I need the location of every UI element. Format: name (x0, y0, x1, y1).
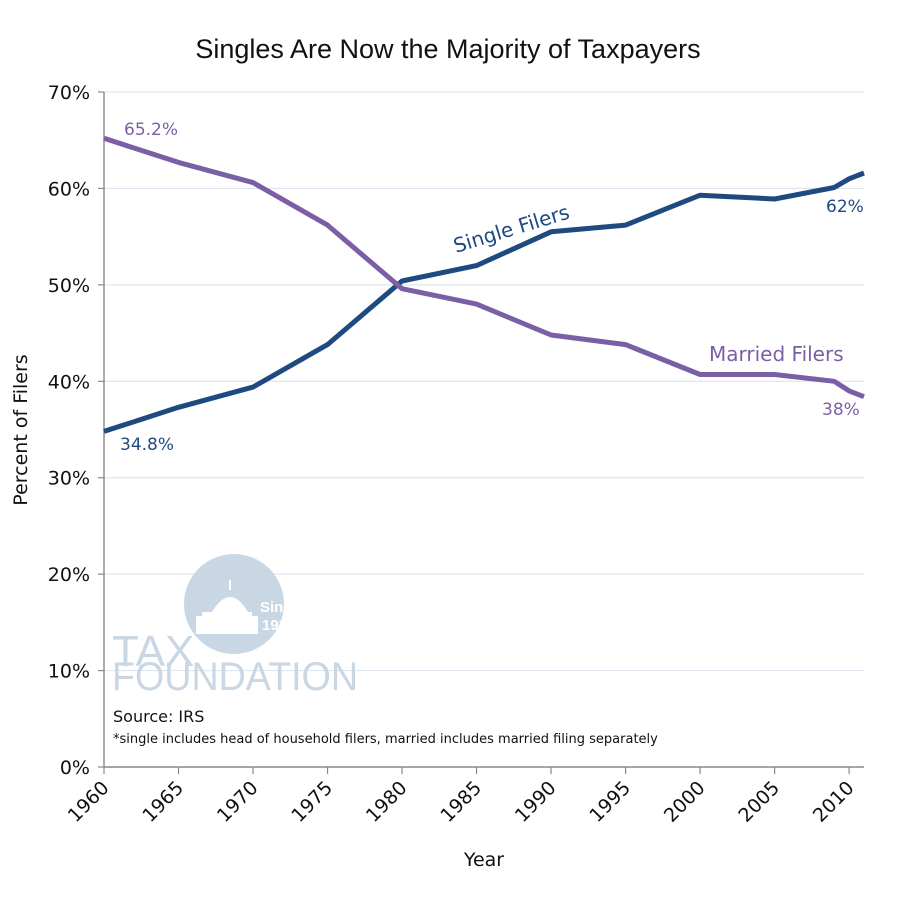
series-line-married-filers (103, 135, 865, 400)
x-tick-label: 1965 (138, 777, 188, 827)
chart-title: Singles Are Now the Majority of Taxpayer… (195, 34, 700, 64)
y-tick-label: 50% (48, 275, 90, 297)
y-tick-label: 40% (48, 371, 90, 393)
x-axis-label: Year (463, 849, 504, 871)
y-tick-label: 30% (48, 468, 90, 490)
x-tick-label: 1980 (362, 777, 412, 827)
x-tick-label: 1970 (213, 777, 263, 827)
footnote: *single includes head of household filer… (113, 732, 658, 747)
single-end-label: 62% (826, 197, 864, 217)
x-tick-label: 1995 (585, 777, 635, 827)
y-tick-label: 60% (48, 178, 90, 200)
x-tick-label: 1990 (511, 777, 561, 827)
logo-badge-since: Since (260, 599, 300, 616)
logo-badge-year: 1937 (262, 617, 295, 634)
y-axis-ticks: 0% 10% 20% 30% 40% 50% 60% 70% (48, 82, 104, 779)
capitol-dome-icon (196, 580, 258, 634)
married-end-label: 38% (822, 400, 860, 420)
logo-tax: TAX (112, 627, 194, 676)
x-tick-label: 2010 (809, 777, 859, 827)
x-tick-label: 2005 (734, 777, 784, 827)
x-tick-label: 2000 (660, 777, 710, 827)
x-tick-label: 1960 (64, 777, 114, 827)
series-lines (103, 135, 865, 434)
series-line-single-filers (103, 170, 865, 434)
married-series-label: Married Filers (709, 342, 844, 366)
logo-foundation: FOUNDATION (112, 655, 358, 699)
y-tick-label: 10% (48, 661, 90, 683)
x-tick-label: 1985 (436, 777, 486, 827)
y-tick-label: 70% (48, 82, 90, 104)
x-tick-label: 1975 (287, 777, 337, 827)
married-start-label: 65.2% (124, 120, 178, 140)
y-tick-label: 20% (48, 564, 90, 586)
y-axis-label: Percent of Filers (10, 354, 32, 505)
single-start-label: 34.8% (120, 435, 174, 455)
y-tick-label: 0% (60, 757, 90, 779)
x-axis-ticks: 1960 1965 1970 1975 1980 1985 1990 1995 2000 2005… (64, 767, 859, 827)
tax-foundation-logo: Since 1937 TAX FOUNDATION (112, 554, 358, 699)
source-note: Source: IRS (113, 707, 204, 726)
